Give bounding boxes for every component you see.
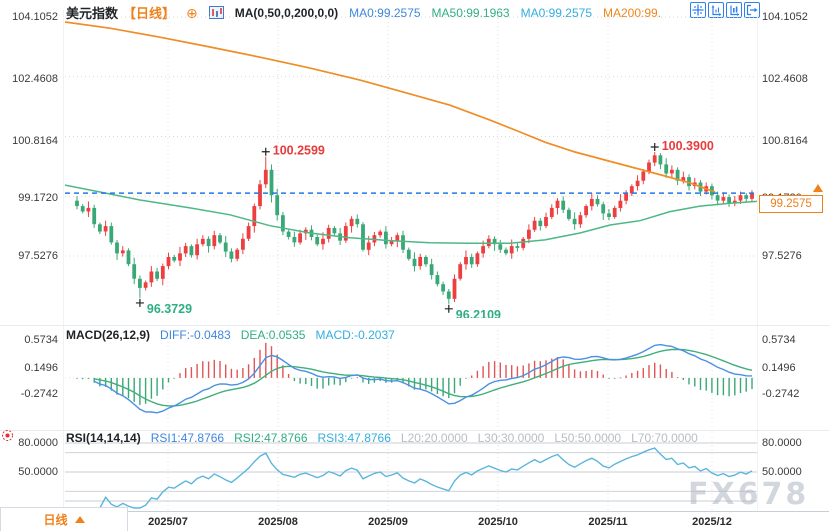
x-axis-scale-icon	[730, 5, 739, 16]
price-tick: 97.5276	[762, 250, 802, 262]
rsi3-value: RSI3:47.8766	[317, 431, 391, 445]
date-label: 2025/11	[588, 516, 628, 528]
current-price-tag: 99.2575	[759, 195, 823, 213]
period-up-arrow-icon	[74, 516, 85, 523]
crosshair-icon	[692, 4, 704, 16]
l70-label: L70:70.0000	[631, 431, 698, 445]
chart-style-icon[interactable]	[208, 6, 224, 19]
date-label: 2025/07	[148, 516, 188, 528]
panel-divider	[0, 430, 829, 431]
l30-label: L30:30.0000	[477, 431, 545, 445]
ma0b-value: MA0:99.2575	[520, 5, 592, 20]
axis-border	[63, 10, 64, 510]
main-chart[interactable]: 100.2599 100.3900 96.3729 96.2109	[65, 10, 757, 318]
ma50-value: MA50:99.1963	[431, 5, 510, 20]
ma200-value: MA200:99.	[603, 5, 662, 20]
period-selector[interactable]: 日线	[0, 507, 128, 531]
macd-tick: 0.5734	[762, 334, 796, 346]
axis-border	[757, 10, 758, 510]
ma0-value: MA0:99.2575	[349, 5, 421, 20]
date-label: 2025/10	[478, 516, 518, 528]
l20-label: L20:20.0000	[400, 431, 468, 445]
svg-text:96.3729: 96.3729	[147, 302, 192, 316]
rsi2-value: RSI2:47.8766	[234, 431, 308, 445]
macd-title: MACD(26,12,9)	[66, 328, 151, 342]
price-tick: 99.1720	[18, 192, 58, 204]
detach-icon	[746, 4, 758, 16]
diff-value: DIFF:-0.0483	[160, 328, 231, 342]
detach-button[interactable]	[744, 2, 760, 18]
chart-legend: 美元指数 【日线】 ⊕ MA(0,50,0,200,0,0) MA0:99.25…	[66, 3, 661, 22]
period-selector-label: 日线	[43, 513, 68, 527]
macd-tick: 0.5734	[24, 334, 58, 346]
date-label: 2025/09	[368, 516, 408, 528]
add-indicator-icon[interactable]: ⊕	[186, 4, 198, 21]
rsi-tick: 50.0000	[762, 466, 802, 478]
period-label: 【日线】	[123, 6, 176, 21]
rsi-tick: 80.0000	[18, 437, 58, 449]
date-label: 2025/12	[692, 516, 732, 528]
price-up-arrow-icon	[813, 184, 823, 192]
rsi1-value: RSI1:47.8766	[150, 431, 225, 445]
macd-tick: 0.1496	[762, 362, 796, 374]
date-label: 2025/08	[258, 516, 298, 528]
price-tick: 97.5276	[18, 250, 58, 262]
price-tick: 100.8164	[762, 135, 808, 147]
svg-text:100.2599: 100.2599	[273, 144, 325, 158]
svg-text:100.3900: 100.3900	[662, 139, 714, 153]
price-tick: 100.8164	[12, 135, 58, 147]
macd-legend: MACD(26,12,9) DIFF:-0.0483 DEA:0.0535 MA…	[66, 328, 395, 342]
current-price-value: 99.2575	[770, 198, 812, 210]
price-tick: 104.1052	[12, 11, 58, 23]
price-tick: 102.4608	[12, 73, 58, 85]
macd-chart[interactable]	[65, 330, 757, 428]
time-axis: 2025/07 2025/08 2025/09 2025/10 2025/11 …	[0, 511, 829, 531]
rsi-tick: 80.0000	[762, 437, 802, 449]
watermark: FX678	[688, 477, 810, 512]
macd-tick: -0.2742	[20, 388, 58, 400]
macd-tick: -0.2742	[762, 388, 800, 400]
rsi-chart[interactable]	[65, 437, 757, 510]
rsi-tick: 50.0000	[18, 466, 58, 478]
dea-value: DEA:0.0535	[240, 328, 306, 342]
rsi-title: RSI(14,14,14)	[66, 431, 141, 445]
macd-value: MACD:-0.2037	[315, 328, 395, 342]
price-tick: 104.1052	[762, 11, 808, 23]
rsi-legend: RSI(14,14,14) RSI1:47.8766 RSI2:47.8766 …	[66, 431, 698, 445]
indicator-alert-icon[interactable]	[1, 429, 14, 442]
svg-text:96.2109: 96.2109	[456, 308, 501, 318]
l50-label: L50:50.0000	[554, 431, 622, 445]
macd-tick: 0.1496	[24, 362, 58, 374]
panel-divider	[0, 325, 829, 326]
price-tick: 102.4608	[762, 73, 808, 85]
y-axis-scale-icon	[711, 5, 721, 16]
ma-settings-label: MA(0,50,0,200,0,0)	[234, 5, 339, 20]
